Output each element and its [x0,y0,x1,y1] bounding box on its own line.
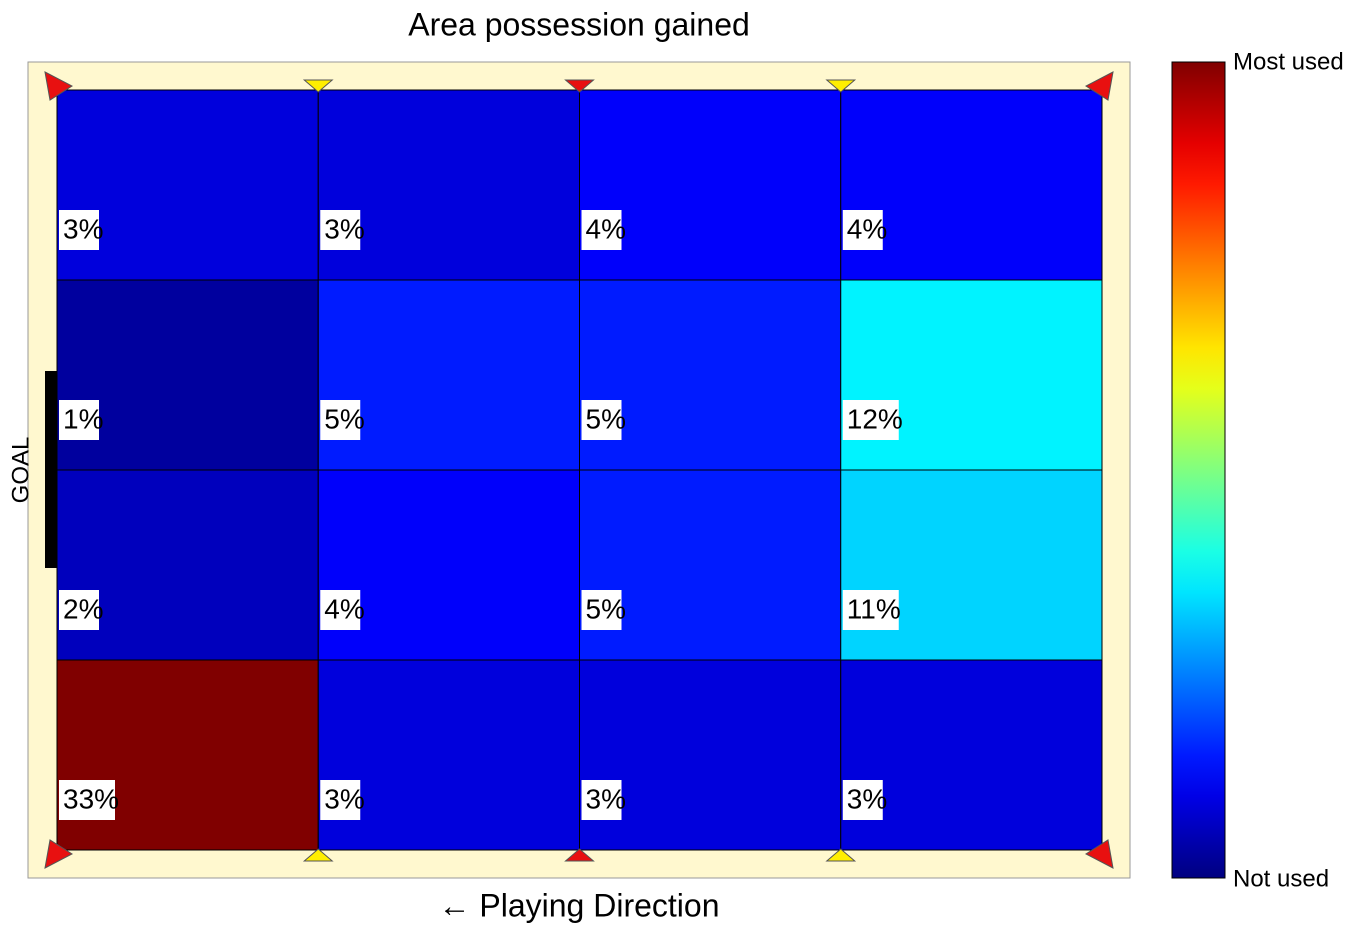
marker [44,71,74,101]
marker [564,848,595,862]
cell [317,469,580,661]
label-box [59,400,99,440]
label-box [581,780,622,820]
cell [56,89,319,281]
cell-label: 1% [63,403,103,434]
goal [45,371,57,568]
cell-label: 4% [847,213,887,244]
marker [1084,839,1114,869]
cell [317,89,580,281]
cell [317,659,580,851]
cell-label: 5% [586,593,626,624]
cell-label: 3% [847,783,887,814]
marker [302,79,334,93]
cell-label: 4% [586,213,626,244]
colorbar [1171,61,1226,879]
marker [302,848,334,862]
cell [56,279,319,471]
cell-label: 5% [586,403,626,434]
cell [840,659,1103,851]
label-box [842,210,883,250]
cell-label: 3% [324,783,364,814]
x-axis-label: ← Playing Direction [439,887,720,923]
goal-label: GOAL [7,437,34,504]
marker [44,839,74,869]
label-box [59,590,99,630]
cell-label: 33% [63,783,119,814]
chart-title: Area possession gained [408,6,750,42]
cell-label: 11% [847,593,901,624]
label-box [581,590,622,630]
colorbar-min-label: Not used [1233,865,1329,892]
label-box [581,400,622,440]
cell [317,279,580,471]
cell [840,279,1103,471]
label-box [320,780,361,820]
label-box [320,590,361,630]
label-box [320,210,361,250]
cells: 3% 3% 4% 4% 1% 5% 5% 12% 2% 4% 5% 11% 33% 3% 3% 3% [56,89,1103,851]
label-box [59,780,115,820]
markers [44,71,1114,869]
cell-label: 3% [324,213,364,244]
label-box [842,780,883,820]
cell-label: 5% [324,403,364,434]
marker [564,79,595,93]
cell-label: 12% [847,403,903,434]
marker [825,848,857,862]
cell [56,469,319,661]
cell-label: 4% [324,593,364,624]
cell [579,469,842,661]
label-box [581,210,622,250]
colorbar-max-label: Most used [1233,48,1344,75]
marker [825,79,857,93]
cell [840,89,1103,281]
label-box [320,400,361,440]
cell-label: 2% [63,593,103,624]
cell-label: 3% [63,213,103,244]
label-box [842,400,899,440]
marker [1084,71,1114,101]
cell [840,469,1103,661]
cell [579,659,842,851]
cell [56,659,319,851]
label-box [842,590,899,630]
cell [579,279,842,471]
label-box [59,210,99,250]
cell-label: 3% [586,783,626,814]
cell [579,89,842,281]
